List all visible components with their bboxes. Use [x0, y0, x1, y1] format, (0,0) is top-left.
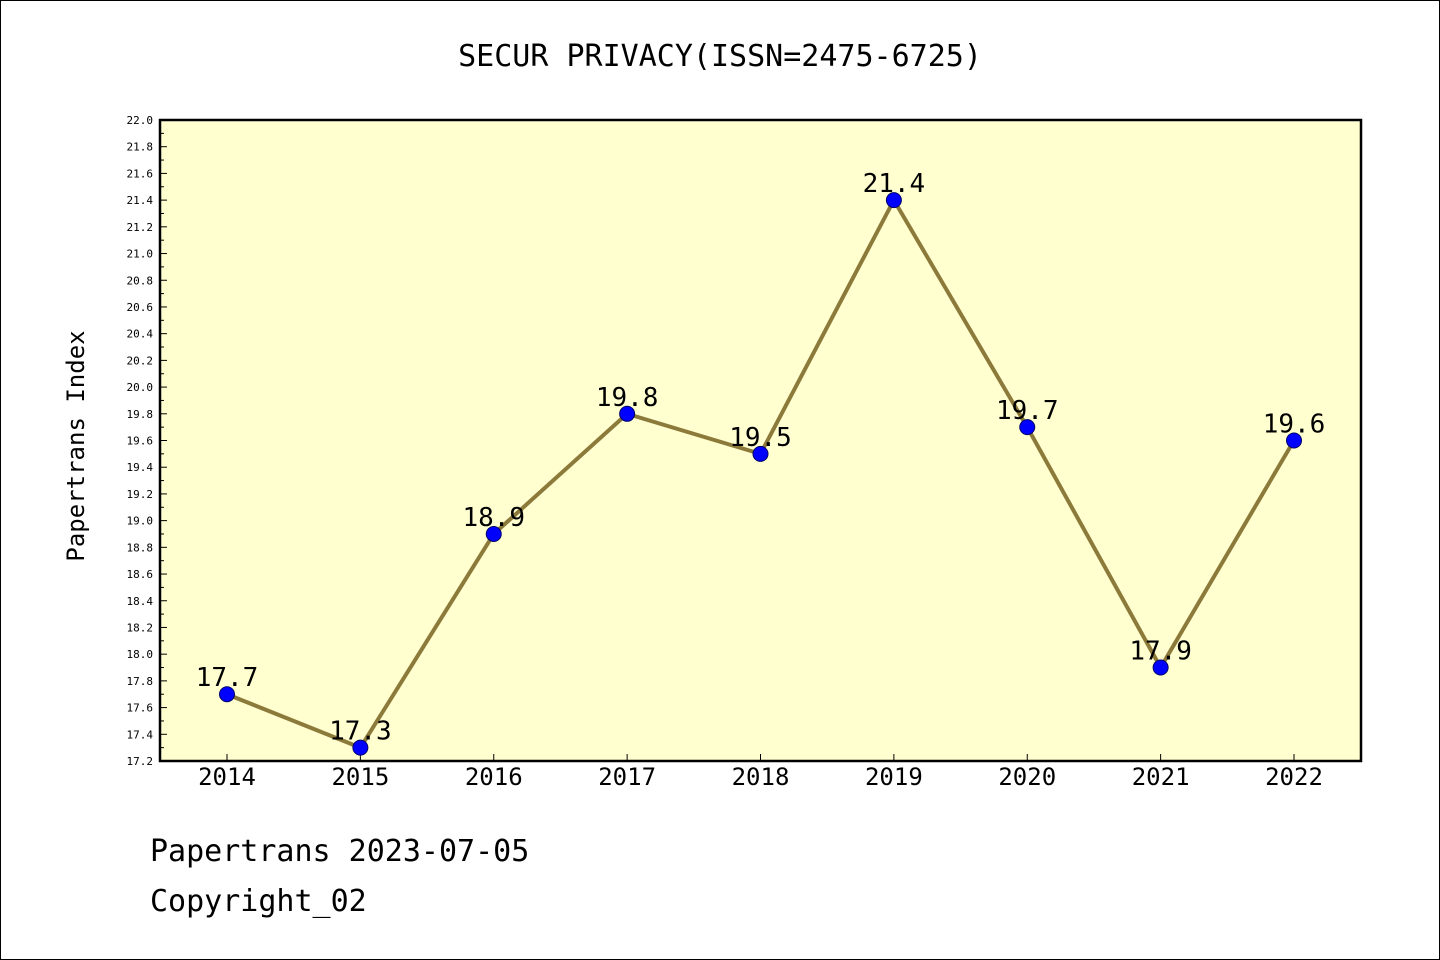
data-label: 19.6: [1263, 410, 1326, 440]
y-tick-label: 19.6: [127, 435, 154, 448]
x-tick-label: 2018: [732, 763, 790, 791]
y-tick-label: 17.6: [127, 702, 154, 715]
y-tick-label: 17.4: [127, 728, 154, 741]
y-tick-label: 21.8: [127, 141, 154, 154]
y-tick-label: 20.6: [127, 301, 154, 314]
y-axis-label: Papertrans Index: [62, 330, 90, 561]
y-tick-label: 20.4: [127, 328, 154, 341]
y-tick-label: 19.4: [127, 461, 154, 474]
data-point: [752, 445, 769, 462]
x-tick-label: 2021: [1132, 763, 1190, 791]
y-tick-label: 18.6: [127, 568, 154, 581]
series-markers: [219, 192, 1302, 756]
data-label: 19.8: [596, 383, 659, 413]
data-point: [219, 686, 235, 703]
data-label: 17.9: [1129, 637, 1192, 667]
chart-title: SECUR PRIVACY(ISSN=2475-6725): [458, 39, 982, 74]
y-tick-label: 19.8: [127, 408, 154, 421]
x-tick-label: 2019: [865, 763, 923, 791]
data-label: 18.9: [462, 503, 525, 533]
x-tick-label: 2014: [198, 763, 256, 791]
data-label: 17.7: [196, 663, 259, 693]
data-point: [352, 739, 369, 756]
y-tick-label: 22.0: [127, 114, 154, 127]
x-tick-label: 2016: [465, 763, 523, 791]
data-labels: 17.7 17.3 18.9 19.8 19.5 21.4 19.7 17.9 19.6: [196, 169, 1326, 747]
data-point: [485, 525, 502, 542]
plot-area: [158, 118, 1363, 763]
y-tick-label: 21.2: [127, 221, 154, 234]
x-tick-label: 2015: [331, 763, 389, 791]
data-point: [619, 405, 636, 422]
y-tick-label: 18.0: [127, 648, 154, 661]
x-axis: 2014 2015 2016 2017 2018 2019 2020 2021 2022: [198, 754, 1323, 791]
y-tick-label: 18.2: [127, 621, 154, 634]
data-point: [1152, 659, 1169, 676]
y-tick-label: 19.2: [127, 488, 154, 501]
footer-date: Papertrans 2023-07-05: [150, 834, 530, 869]
y-tick-label: 20.0: [127, 381, 154, 394]
y-tick-label: 19.0: [127, 515, 154, 528]
y-tick-label: 17.8: [127, 675, 154, 688]
data-label: 17.3: [329, 717, 392, 747]
y-tick-label: 21.4: [127, 194, 154, 207]
x-tick-label: 2020: [998, 763, 1056, 791]
y-tick-label: 21.6: [127, 167, 154, 180]
y-tick-label: 17.2: [127, 755, 154, 768]
y-tick-label: 20.8: [127, 274, 154, 287]
y-tick-label: 21.0: [127, 248, 154, 261]
data-label: 21.4: [863, 169, 926, 199]
x-tick-label: 2022: [1265, 763, 1323, 791]
data-label: 19.7: [996, 396, 1059, 426]
data-point: [1286, 432, 1302, 449]
data-point: [885, 192, 902, 209]
data-point: [1019, 419, 1036, 436]
y-tick-label: 20.2: [127, 354, 154, 367]
y-axis: 17.2 17.4 17.6 17.8 18.0 18.2 18.4 18.6 18.8 19.0…: [127, 114, 167, 768]
x-tick-label: 2017: [598, 763, 656, 791]
data-label: 19.5: [729, 423, 792, 453]
y-tick-label: 18.4: [127, 595, 154, 608]
footer-copyright: Copyright_02: [150, 884, 367, 919]
y-tick-label: 18.8: [127, 541, 154, 554]
